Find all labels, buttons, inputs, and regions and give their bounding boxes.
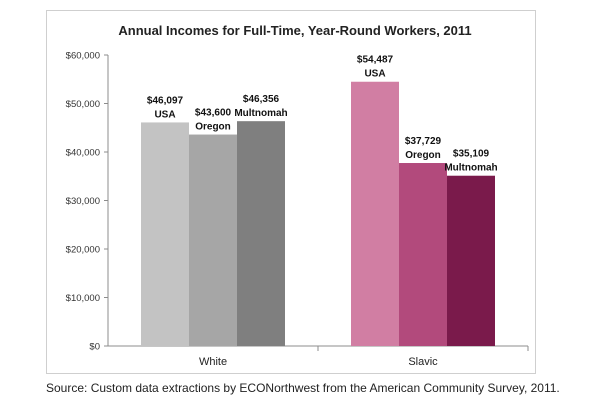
bar-slavic-multnomah [447, 175, 495, 346]
data-label-value: $46,097 [147, 95, 184, 106]
bar-slavic-oregon [399, 163, 447, 346]
y-tick-label: $20,000 [66, 245, 100, 256]
bar-chart: Annual Incomes for Full-Time, Year-Round… [66, 23, 529, 368]
data-label-series: USA [364, 69, 385, 80]
bar-slavic-usa [351, 81, 399, 347]
y-tick-label: $10,000 [66, 293, 100, 304]
x-category-label: Slavic [408, 356, 438, 368]
y-tick-label: $30,000 [66, 196, 100, 207]
data-label-value: $46,356 [243, 94, 280, 105]
chart-title: Annual Incomes for Full-Time, Year-Round… [118, 23, 471, 38]
data-label-value: $43,600 [195, 108, 232, 119]
data-label-series: Oregon [195, 122, 231, 133]
bar-white-usa [141, 122, 189, 346]
y-tick-label: $40,000 [66, 148, 100, 159]
data-label-series: Multnomah [444, 163, 497, 174]
bar-white-oregon [189, 134, 237, 346]
y-tick-label: $50,000 [66, 99, 100, 110]
data-label-series: Oregon [405, 150, 441, 161]
data-label-value: $54,487 [357, 55, 394, 66]
source-note: Source: Custom data extractions by ECONo… [46, 381, 560, 395]
data-label-value: $35,109 [453, 149, 490, 160]
data-label-series: USA [154, 109, 175, 120]
x-category-label: White [199, 356, 227, 368]
data-label-value: $37,729 [405, 136, 442, 147]
bar-white-multnomah [237, 121, 285, 346]
chart-frame: Annual Incomes for Full-Time, Year-Round… [46, 10, 536, 374]
data-label-series: Multnomah [234, 108, 287, 119]
y-tick-label: $60,000 [66, 51, 100, 62]
y-tick-label: $0 [89, 342, 100, 353]
